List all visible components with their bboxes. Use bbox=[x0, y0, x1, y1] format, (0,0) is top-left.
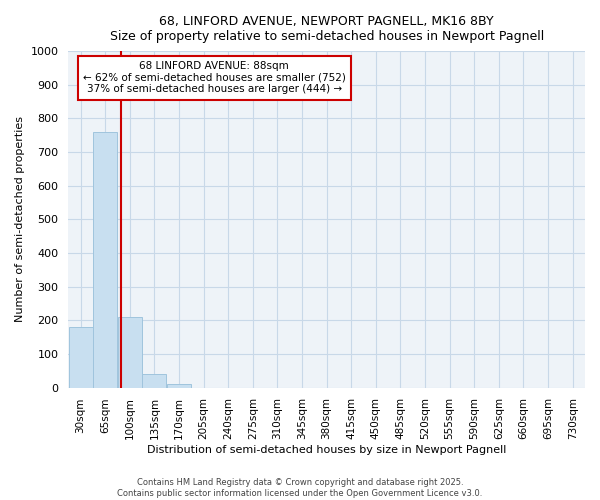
Bar bbox=[93, 132, 117, 388]
Title: 68, LINFORD AVENUE, NEWPORT PAGNELL, MK16 8BY
Size of property relative to semi-: 68, LINFORD AVENUE, NEWPORT PAGNELL, MK1… bbox=[110, 15, 544, 43]
Bar bbox=[142, 374, 166, 388]
X-axis label: Distribution of semi-detached houses by size in Newport Pagnell: Distribution of semi-detached houses by … bbox=[147, 445, 506, 455]
Text: 68 LINFORD AVENUE: 88sqm
← 62% of semi-detached houses are smaller (752)
37% of : 68 LINFORD AVENUE: 88sqm ← 62% of semi-d… bbox=[83, 61, 346, 94]
Y-axis label: Number of semi-detached properties: Number of semi-detached properties bbox=[15, 116, 25, 322]
Bar bbox=[68, 327, 92, 388]
Bar bbox=[118, 317, 142, 388]
Bar bbox=[167, 384, 191, 388]
Text: Contains HM Land Registry data © Crown copyright and database right 2025.
Contai: Contains HM Land Registry data © Crown c… bbox=[118, 478, 482, 498]
